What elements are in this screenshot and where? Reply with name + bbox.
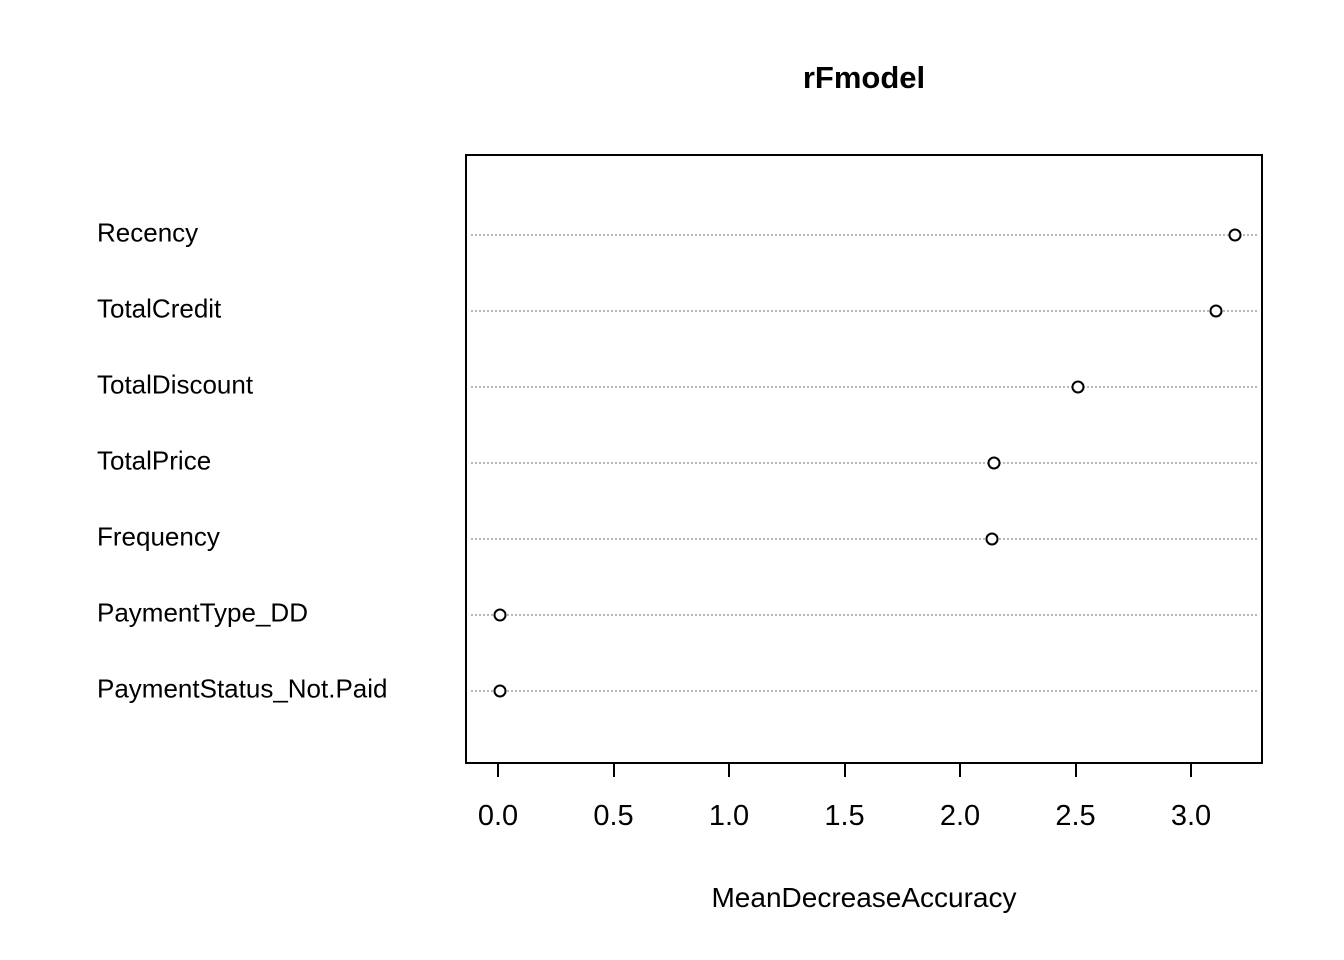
y-tick-label: Frequency xyxy=(97,521,220,552)
data-point-TotalDiscount xyxy=(1071,380,1084,394)
x-tick-label: 0.5 xyxy=(593,800,634,832)
x-tick-mark xyxy=(612,764,615,777)
y-tick-label: Recency xyxy=(97,217,199,248)
x-tick-mark xyxy=(1190,764,1192,777)
grid-line xyxy=(471,538,1257,540)
x-tick-mark xyxy=(843,764,846,777)
x-tick-mark xyxy=(959,764,961,777)
data-point-Frequency xyxy=(985,532,999,546)
data-point-PaymentType_DD xyxy=(493,608,507,622)
data-point-TotalPrice xyxy=(987,456,1001,470)
data-point-PaymentStatus_Not.Paid xyxy=(493,684,507,698)
x-tick-mark xyxy=(1074,764,1077,777)
grid-line xyxy=(471,690,1257,692)
plot-area xyxy=(465,154,1263,764)
x-tick-label: 2.5 xyxy=(1055,800,1096,832)
data-point-Recency xyxy=(1228,228,1242,242)
grid-line xyxy=(471,310,1257,312)
grid-line xyxy=(471,614,1257,616)
data-point-TotalCredit xyxy=(1209,304,1223,318)
x-tick-label: 2.0 xyxy=(939,800,981,832)
grid-line xyxy=(471,386,1257,388)
chart-title: rFmodel xyxy=(802,60,926,95)
y-tick-label: PaymentStatus_Not.Paid xyxy=(97,673,388,704)
x-axis-label: MeanDecreaseAccuracy xyxy=(711,882,1017,913)
y-tick-label: PaymentType_DD xyxy=(97,597,308,628)
x-tick-mark xyxy=(497,764,499,777)
y-tick-label: TotalCredit xyxy=(97,293,222,324)
x-tick-label: 1.0 xyxy=(708,800,750,832)
x-tick-label: 0.0 xyxy=(477,800,519,832)
grid-line xyxy=(471,462,1257,464)
x-tick-label: 1.5 xyxy=(824,800,865,832)
y-tick-label: TotalDiscount xyxy=(97,369,254,400)
x-tick-mark xyxy=(728,764,730,777)
y-tick-label: TotalPrice xyxy=(97,445,212,476)
grid-line xyxy=(471,234,1257,236)
x-tick-label: 3.0 xyxy=(1170,800,1212,832)
